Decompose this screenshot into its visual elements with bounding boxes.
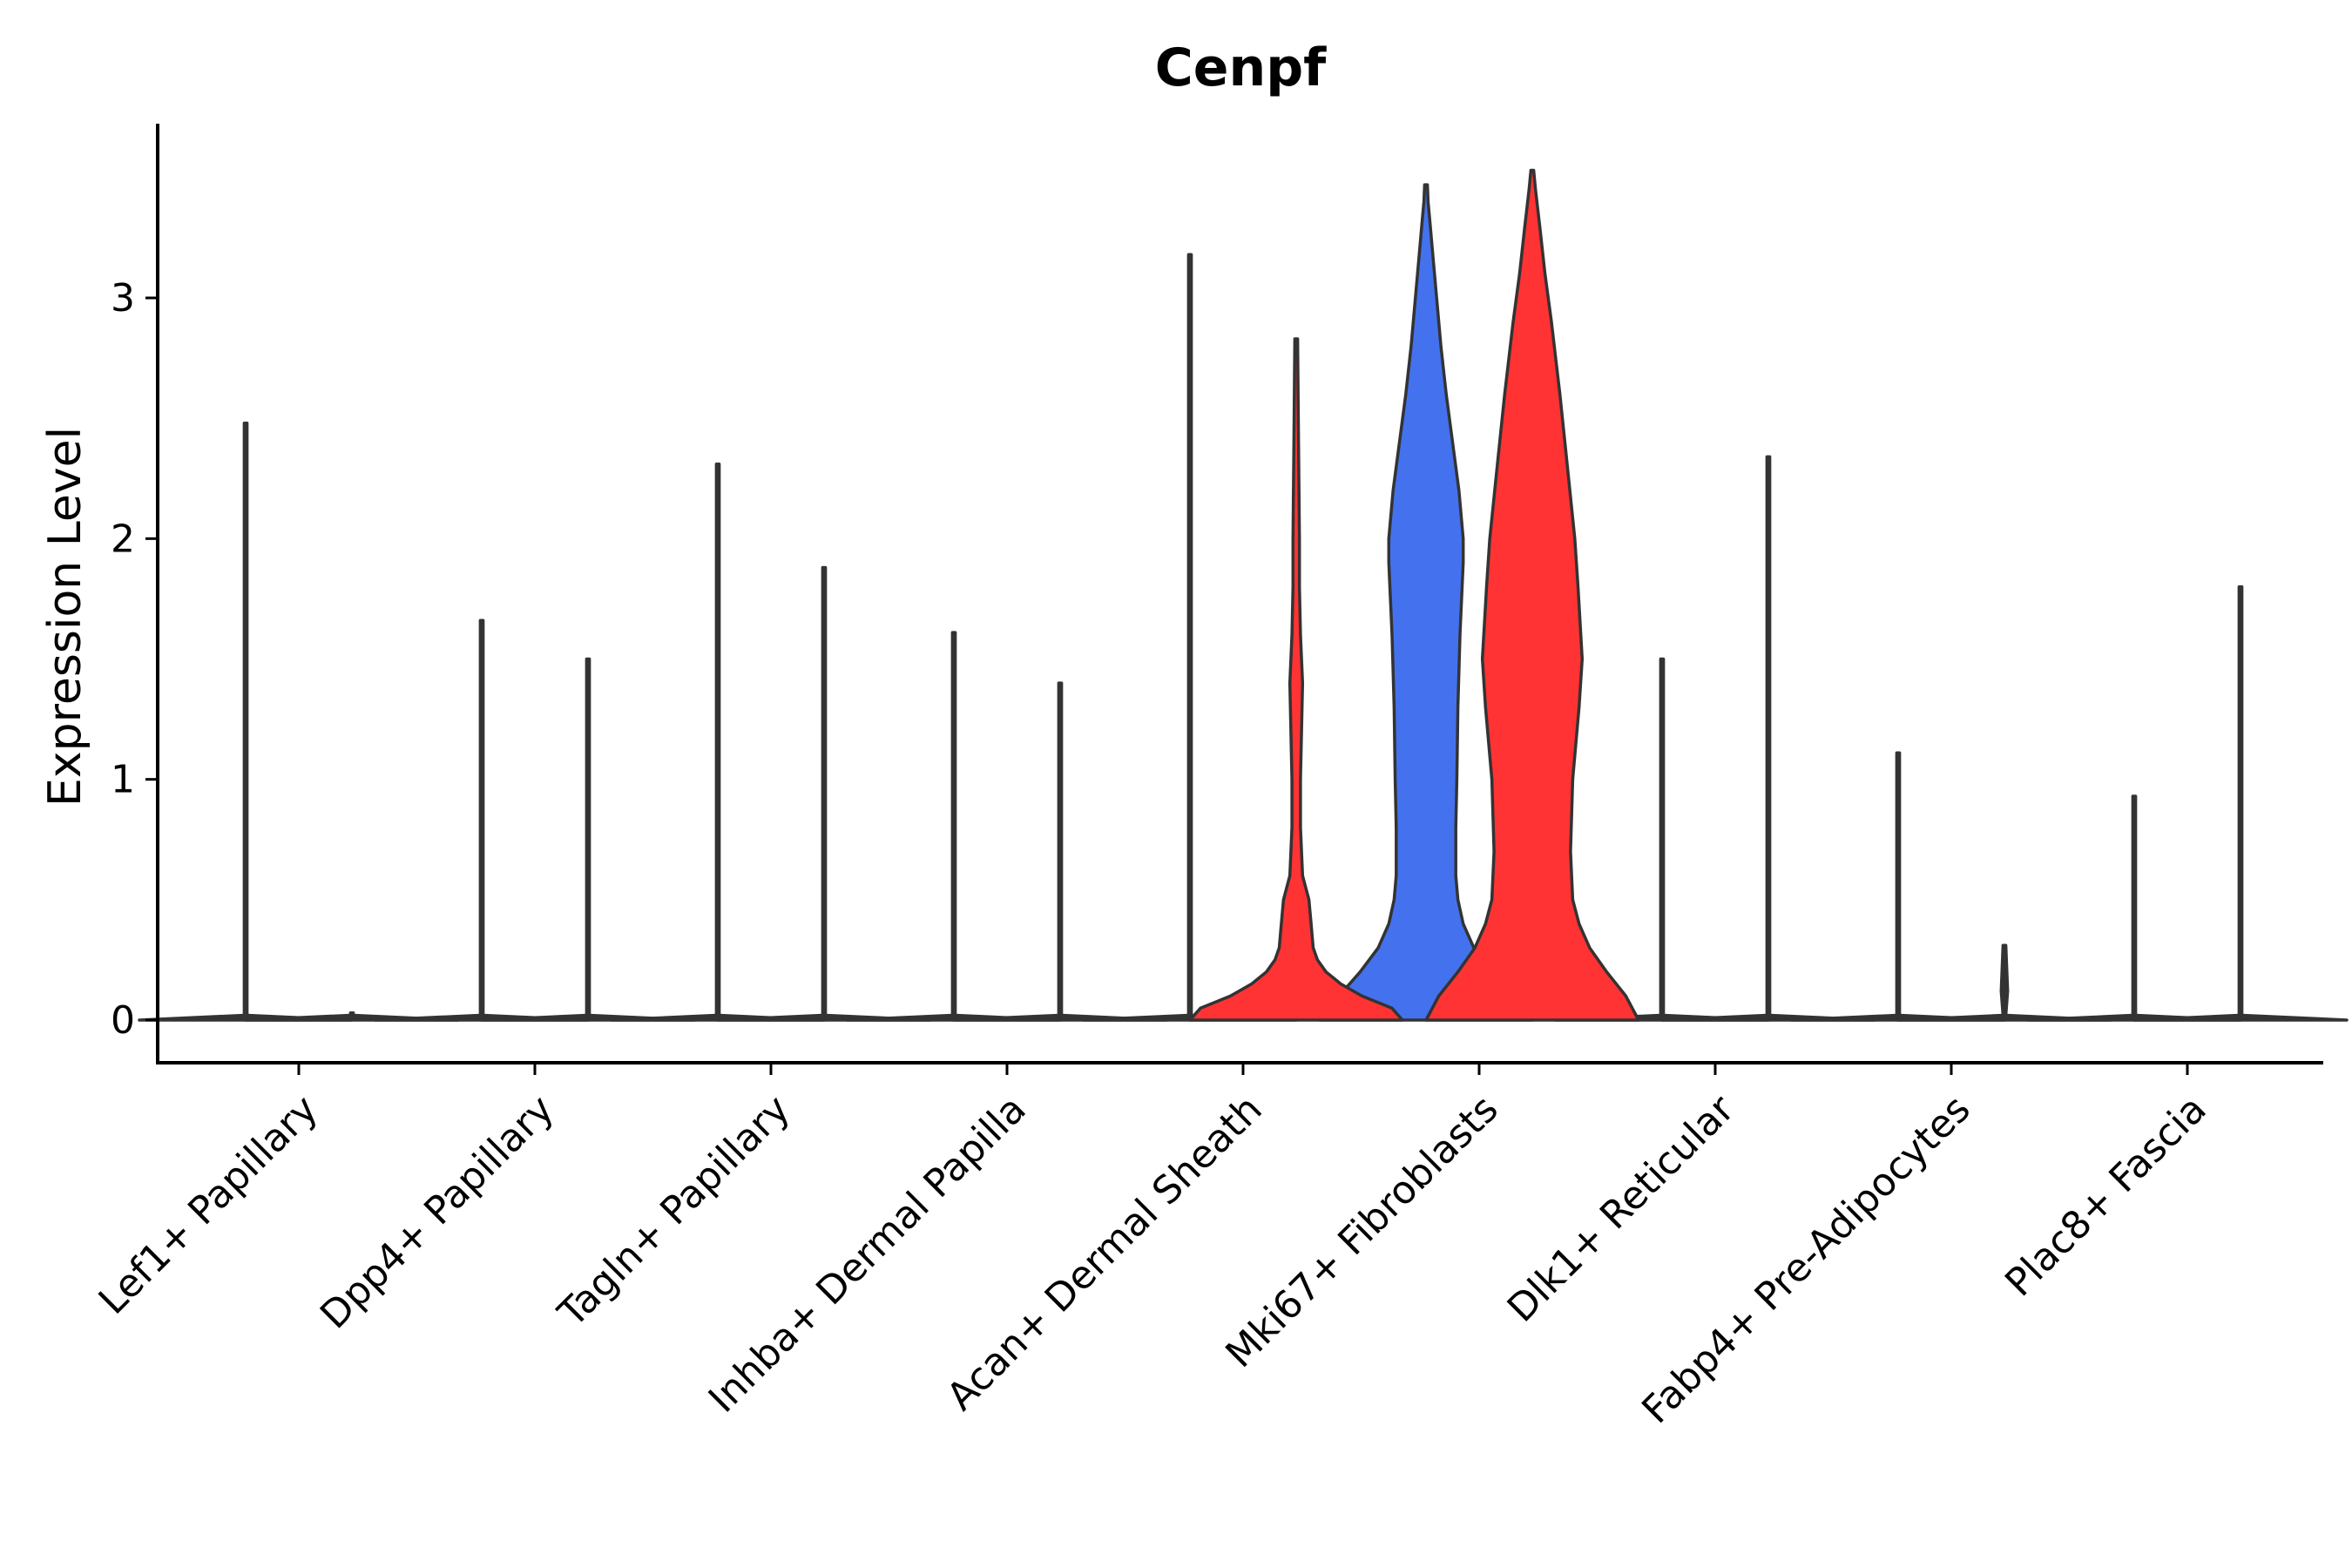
violin-right-7 bbox=[1896, 943, 2112, 1022]
violins-layer bbox=[138, 168, 2349, 1022]
violin-left-8 bbox=[2026, 794, 2242, 1022]
violin-right-8 bbox=[2132, 585, 2349, 1022]
violin-left-0 bbox=[138, 421, 354, 1022]
x-tick-label-1: Dpp4+ Papillary bbox=[312, 1087, 563, 1338]
y-tick-label-1: 1 bbox=[111, 758, 135, 802]
x-tick-label-0: Lef1+ Papillary bbox=[91, 1087, 327, 1323]
violin-right-2 bbox=[716, 565, 932, 1022]
x-tick-label-8: Plac8+ Fascia bbox=[1997, 1087, 2215, 1306]
violin-right-1 bbox=[480, 657, 696, 1022]
x-tick-label-6: Dlk1+ Reticular bbox=[1499, 1086, 1744, 1331]
y-tick-label-0: 0 bbox=[111, 998, 135, 1043]
violin-right-0 bbox=[244, 1010, 460, 1022]
y-tick-label-3: 3 bbox=[111, 276, 135, 321]
y-axis-ticks: 0 1 2 3 bbox=[111, 276, 158, 1043]
x-tick-label-5: Mki67+ Fibroblasts bbox=[1217, 1087, 1506, 1376]
violin-left-2 bbox=[610, 462, 826, 1022]
chart-title: Cenpf bbox=[1155, 37, 1327, 98]
violin-left-7 bbox=[1790, 751, 2006, 1022]
violin-left-4 bbox=[1082, 253, 1298, 1022]
violin-right-6 bbox=[1660, 455, 1876, 1022]
violin-right-3 bbox=[952, 681, 1168, 1022]
y-axis-label: Expression Level bbox=[39, 427, 91, 807]
x-tick-label-2: Tagln+ Papillary bbox=[550, 1087, 799, 1336]
violin-left-3 bbox=[846, 631, 1062, 1022]
violin-left-5 bbox=[1318, 183, 1534, 1022]
violin-left-1 bbox=[374, 618, 590, 1022]
y-tick-label-2: 2 bbox=[111, 517, 135, 561]
violin-right-5 bbox=[1424, 168, 1640, 1022]
violin-right-4 bbox=[1188, 337, 1404, 1022]
